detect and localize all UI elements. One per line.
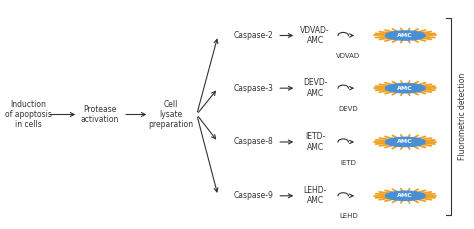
Text: Induction
of apoptosis
in cells: Induction of apoptosis in cells bbox=[5, 100, 52, 129]
Text: VDVAD: VDVAD bbox=[337, 53, 360, 59]
Text: DEVD-
AMC: DEVD- AMC bbox=[303, 79, 328, 98]
Text: Protease
activation: Protease activation bbox=[81, 105, 118, 124]
Ellipse shape bbox=[385, 191, 425, 200]
Text: Caspase-2: Caspase-2 bbox=[234, 31, 273, 40]
Text: AMC: AMC bbox=[397, 86, 413, 91]
Text: Caspase-9: Caspase-9 bbox=[234, 191, 273, 200]
Text: DEVD: DEVD bbox=[338, 106, 358, 112]
Text: LEHD-
AMC: LEHD- AMC bbox=[303, 186, 327, 205]
Ellipse shape bbox=[385, 84, 425, 93]
Text: VDVAD-
AMC: VDVAD- AMC bbox=[301, 26, 330, 45]
Text: Caspase-3: Caspase-3 bbox=[234, 84, 273, 93]
Text: Fluorometric detection: Fluorometric detection bbox=[458, 73, 466, 161]
Text: Caspase-8: Caspase-8 bbox=[234, 137, 273, 147]
Text: AMC: AMC bbox=[397, 193, 413, 198]
Text: IETD: IETD bbox=[340, 160, 356, 166]
Ellipse shape bbox=[385, 137, 425, 147]
Text: AMC: AMC bbox=[397, 139, 413, 144]
Text: Cell
lysate
preparation: Cell lysate preparation bbox=[148, 100, 193, 129]
Ellipse shape bbox=[385, 31, 425, 40]
Text: IETD-
AMC: IETD- AMC bbox=[305, 132, 325, 152]
Text: AMC: AMC bbox=[397, 33, 413, 38]
Text: LEHD: LEHD bbox=[339, 213, 358, 219]
